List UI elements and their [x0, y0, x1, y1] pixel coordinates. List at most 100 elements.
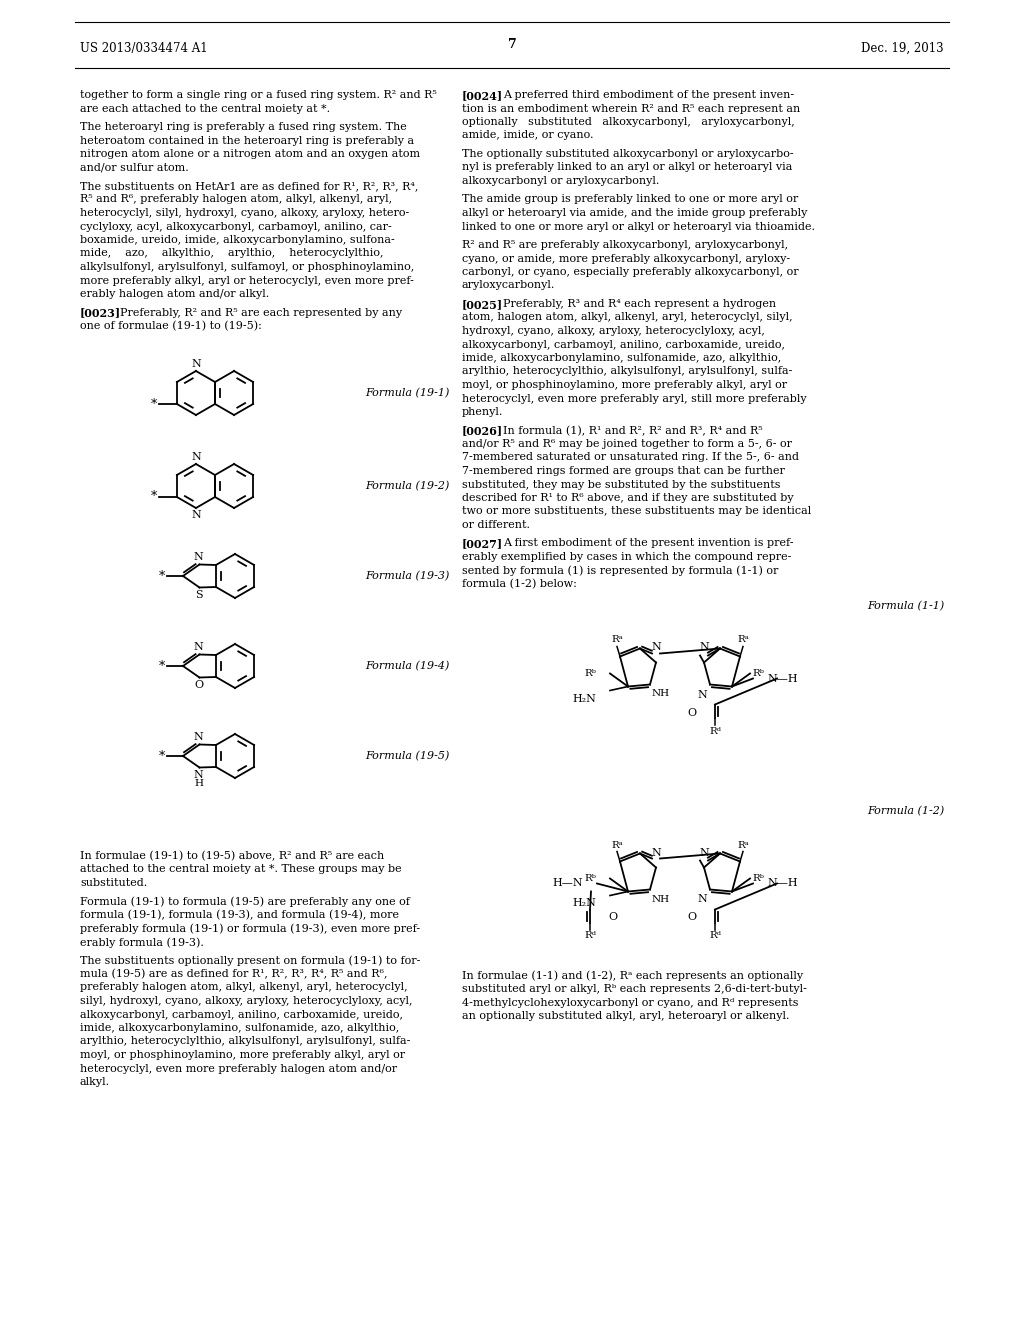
Text: more preferably alkyl, aryl or heterocyclyl, even more pref-: more preferably alkyl, aryl or heterocyc…	[80, 276, 414, 285]
Text: R⁵ and R⁶, preferably halogen atom, alkyl, alkenyl, aryl,: R⁵ and R⁶, preferably halogen atom, alky…	[80, 194, 392, 205]
Text: *: *	[151, 397, 157, 411]
Text: In formulae (1-1) and (1-2), Rᵃ each represents an optionally: In formulae (1-1) and (1-2), Rᵃ each rep…	[462, 970, 803, 981]
Text: tion is an embodiment wherein R² and R⁵ each represent an: tion is an embodiment wherein R² and R⁵ …	[462, 103, 800, 114]
Text: Formula (19-2): Formula (19-2)	[365, 480, 450, 491]
Text: *: *	[159, 569, 165, 582]
Text: H₂N: H₂N	[572, 899, 596, 908]
Text: H—N: H—N	[552, 879, 583, 888]
Text: *: *	[151, 491, 157, 503]
Text: heteroatom contained in the heteroaryl ring is preferably a: heteroatom contained in the heteroaryl r…	[80, 136, 414, 145]
Text: mide,    azo,    alkylthio,    arylthio,    heterocyclylthio,: mide, azo, alkylthio, arylthio, heterocy…	[80, 248, 384, 259]
Text: imide, alkoxycarbonylamino, sulfonamide, azo, alkylthio,: imide, alkoxycarbonylamino, sulfonamide,…	[462, 352, 781, 363]
Text: phenyl.: phenyl.	[462, 407, 504, 417]
Text: alkylsulfonyl, arylsulfonyl, sulfamoyl, or phosphinoylamino,: alkylsulfonyl, arylsulfonyl, sulfamoyl, …	[80, 261, 415, 272]
Text: N: N	[191, 359, 201, 370]
Text: and/or R⁵ and R⁶ may be joined together to form a 5-, 6- or: and/or R⁵ and R⁶ may be joined together …	[462, 440, 792, 449]
Text: Formula (19-1): Formula (19-1)	[365, 388, 450, 399]
Text: US 2013/0334474 A1: US 2013/0334474 A1	[80, 42, 208, 55]
Text: N: N	[194, 771, 204, 780]
Text: *: *	[159, 660, 165, 672]
Text: N: N	[697, 895, 707, 904]
Text: Rᵇ: Rᵇ	[752, 874, 764, 883]
Text: N: N	[191, 451, 201, 462]
Text: O: O	[687, 912, 696, 923]
Text: arylthio, heterocyclylthio, alkylsulfonyl, arylsulfonyl, sulfa-: arylthio, heterocyclylthio, alkylsulfony…	[462, 367, 793, 376]
Text: N: N	[194, 731, 204, 742]
Text: [0026]: [0026]	[462, 425, 503, 437]
Text: *: *	[159, 750, 165, 763]
Text: attached to the central moiety at *. These groups may be: attached to the central moiety at *. The…	[80, 865, 401, 874]
Text: R² and R⁵ are preferably alkoxycarbonyl, aryloxycarbonyl,: R² and R⁵ are preferably alkoxycarbonyl,…	[462, 240, 788, 249]
Text: and/or sulfur atom.: and/or sulfur atom.	[80, 162, 188, 173]
Text: moyl, or phosphinoylamino, more preferably alkyl, aryl or: moyl, or phosphinoylamino, more preferab…	[462, 380, 787, 389]
Text: In formulae (19-1) to (19-5) above, R² and R⁵ are each: In formulae (19-1) to (19-5) above, R² a…	[80, 851, 384, 862]
Text: Rᵃ: Rᵃ	[611, 635, 623, 644]
Text: amide, imide, or cyano.: amide, imide, or cyano.	[462, 131, 594, 140]
Text: Formula (19-5): Formula (19-5)	[365, 751, 450, 762]
Text: The substituents on HetAr1 are as defined for R¹, R², R³, R⁴,: The substituents on HetAr1 are as define…	[80, 181, 419, 191]
Text: cyano, or amide, more preferably alkoxycarbonyl, aryloxy-: cyano, or amide, more preferably alkoxyc…	[462, 253, 791, 264]
Text: The heteroaryl ring is preferably a fused ring system. The: The heteroaryl ring is preferably a fuse…	[80, 121, 407, 132]
Text: A first embodiment of the present invention is pref-: A first embodiment of the present invent…	[503, 539, 794, 549]
Text: or different.: or different.	[462, 520, 530, 531]
Text: sented by formula (1) is represented by formula (1-1) or: sented by formula (1) is represented by …	[462, 565, 778, 576]
Text: Rᵃ: Rᵃ	[737, 635, 749, 644]
Text: Rᵃ: Rᵃ	[737, 841, 749, 850]
Text: N: N	[194, 642, 204, 652]
Text: Preferably, R³ and R⁴ each represent a hydrogen: Preferably, R³ and R⁴ each represent a h…	[503, 300, 776, 309]
Text: preferably halogen atom, alkyl, alkenyl, aryl, heterocyclyl,: preferably halogen atom, alkyl, alkenyl,…	[80, 982, 408, 993]
Text: erably halogen atom and/or alkyl.: erably halogen atom and/or alkyl.	[80, 289, 269, 300]
Text: heterocyclyl, even more preferably aryl, still more preferably: heterocyclyl, even more preferably aryl,…	[462, 393, 807, 404]
Text: arylthio, heterocyclylthio, alkylsulfonyl, arylsulfonyl, sulfa-: arylthio, heterocyclylthio, alkylsulfony…	[80, 1036, 411, 1047]
Text: [0025]: [0025]	[462, 300, 503, 310]
Text: O: O	[194, 681, 203, 690]
Text: In formula (1), R¹ and R², R² and R³, R⁴ and R⁵: In formula (1), R¹ and R², R² and R³, R⁴…	[503, 425, 763, 436]
Text: [0027]: [0027]	[462, 539, 503, 549]
Text: linked to one or more aryl or alkyl or heteroaryl via thioamide.: linked to one or more aryl or alkyl or h…	[462, 222, 815, 231]
Text: substituted.: substituted.	[80, 878, 147, 888]
Text: hydroxyl, cyano, alkoxy, aryloxy, heterocyclyloxy, acyl,: hydroxyl, cyano, alkoxy, aryloxy, hetero…	[462, 326, 765, 337]
Text: Rᵃ: Rᵃ	[611, 841, 623, 850]
Text: substituted aryl or alkyl, Rᵇ each represents 2,6-di-tert-butyl-: substituted aryl or alkyl, Rᵇ each repre…	[462, 983, 807, 994]
Text: carbonyl, or cyano, especially preferably alkoxycarbonyl, or: carbonyl, or cyano, especially preferabl…	[462, 267, 799, 277]
Text: together to form a single ring or a fused ring system. R² and R⁵: together to form a single ring or a fuse…	[80, 90, 437, 100]
Text: H: H	[194, 780, 203, 788]
Text: Formula (1-1): Formula (1-1)	[866, 601, 944, 611]
Text: cyclyloxy, acyl, alkoxycarbonyl, carbamoyl, anilino, car-: cyclyloxy, acyl, alkoxycarbonyl, carbamo…	[80, 222, 392, 231]
Text: formula (19-1), formula (19-3), and formula (19-4), more: formula (19-1), formula (19-3), and form…	[80, 909, 399, 920]
Text: [0024]: [0024]	[462, 90, 503, 102]
Text: moyl, or phosphinoylamino, more preferably alkyl, aryl or: moyl, or phosphinoylamino, more preferab…	[80, 1049, 406, 1060]
Text: N: N	[697, 689, 707, 700]
Text: nitrogen atom alone or a nitrogen atom and an oxygen atom: nitrogen atom alone or a nitrogen atom a…	[80, 149, 420, 158]
Text: Formula (19-1) to formula (19-5) are preferably any one of: Formula (19-1) to formula (19-5) are pre…	[80, 896, 410, 907]
Text: Formula (19-4): Formula (19-4)	[365, 661, 450, 671]
Text: N: N	[699, 847, 709, 858]
Text: S: S	[195, 590, 203, 601]
Text: A preferred third embodiment of the present inven-: A preferred third embodiment of the pres…	[503, 90, 795, 100]
Text: 7-membered saturated or unsaturated ring. If the 5-, 6- and: 7-membered saturated or unsaturated ring…	[462, 453, 799, 462]
Text: Formula (19-3): Formula (19-3)	[365, 570, 450, 581]
Text: N: N	[194, 552, 204, 561]
Text: NH: NH	[652, 895, 670, 903]
Text: N—H: N—H	[767, 879, 798, 888]
Text: described for R¹ to R⁶ above, and if they are substituted by: described for R¹ to R⁶ above, and if the…	[462, 492, 794, 503]
Text: Rᵈ: Rᵈ	[709, 726, 721, 735]
Text: are each attached to the central moiety at *.: are each attached to the central moiety …	[80, 103, 330, 114]
Text: The optionally substituted alkoxycarbonyl or aryloxycarbo-: The optionally substituted alkoxycarbony…	[462, 149, 794, 158]
Text: 7: 7	[508, 38, 516, 51]
Text: formula (1-2) below:: formula (1-2) below:	[462, 579, 577, 589]
Text: Rᵇ: Rᵇ	[584, 669, 596, 678]
Text: erably exemplified by cases in which the compound repre-: erably exemplified by cases in which the…	[462, 552, 792, 562]
Text: optionally   substituted   alkoxycarbonyl,   aryloxycarbonyl,: optionally substituted alkoxycarbonyl, a…	[462, 117, 795, 127]
Text: Rᵈ: Rᵈ	[584, 932, 596, 940]
Text: 4-methylcyclohexyloxycarbonyl or cyano, and Rᵈ represents: 4-methylcyclohexyloxycarbonyl or cyano, …	[462, 998, 799, 1007]
Text: alkoxycarbonyl, carbamoyl, anilino, carboxamide, ureido,: alkoxycarbonyl, carbamoyl, anilino, carb…	[462, 339, 785, 350]
Text: O: O	[608, 912, 617, 923]
Text: Preferably, R² and R⁵ are each represented by any: Preferably, R² and R⁵ are each represent…	[120, 308, 402, 318]
Text: nyl is preferably linked to an aryl or alkyl or heteroaryl via: nyl is preferably linked to an aryl or a…	[462, 162, 793, 173]
Text: silyl, hydroxyl, cyano, alkoxy, aryloxy, heterocyclyloxy, acyl,: silyl, hydroxyl, cyano, alkoxy, aryloxy,…	[80, 997, 413, 1006]
Text: alkoxycarbonyl or aryloxycarbonyl.: alkoxycarbonyl or aryloxycarbonyl.	[462, 176, 659, 186]
Text: N: N	[651, 847, 660, 858]
Text: two or more substituents, these substituents may be identical: two or more substituents, these substitu…	[462, 507, 811, 516]
Text: atom, halogen atom, alkyl, alkenyl, aryl, heterocyclyl, silyl,: atom, halogen atom, alkyl, alkenyl, aryl…	[462, 313, 793, 322]
